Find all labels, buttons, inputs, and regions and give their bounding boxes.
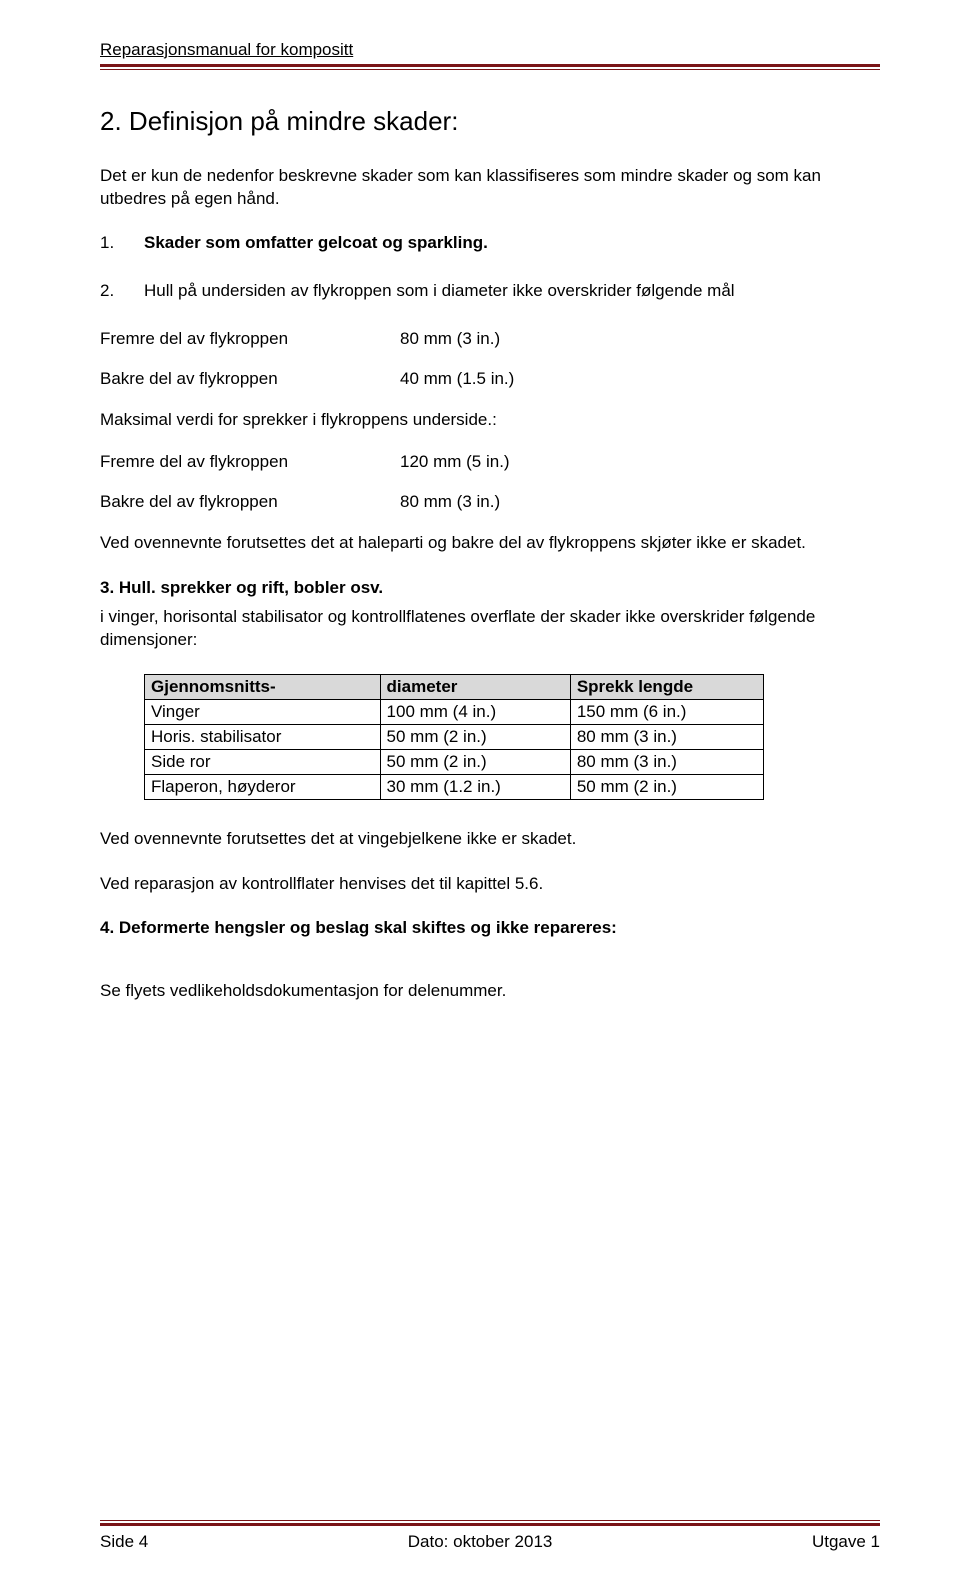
table-cell: Side ror (145, 749, 381, 774)
spec-row: Bakre del av flykroppen 80 mm (3 in.) (100, 492, 880, 512)
item-3-title: 3. Hull. sprekker og rift, bobler osv. (100, 577, 880, 600)
spec-value: 80 mm (3 in.) (400, 492, 500, 512)
table-cell: 50 mm (2 in.) (570, 774, 763, 799)
table-cell: 50 mm (2 in.) (380, 749, 570, 774)
item-text: Hull på undersiden av flykroppen som i d… (144, 281, 735, 301)
spec-value: 80 mm (3 in.) (400, 329, 500, 349)
table-cell: Flaperon, høyderor (145, 774, 381, 799)
table-row: Side ror 50 mm (2 in.) 80 mm (3 in.) (145, 749, 764, 774)
section-title-text: Definisjon på mindre skader: (129, 106, 459, 136)
page-footer: Side 4 Dato: oktober 2013 Utgave 1 (100, 1520, 880, 1552)
list-item-2: 2. Hull på undersiden av flykroppen som … (100, 281, 880, 301)
note-paragraph: Ved ovennevnte forutsettes det at halepa… (100, 532, 880, 555)
table-header-row: Gjennomsnitts- diameter Sprekk lengde (145, 674, 764, 699)
spec-row: Fremre del av flykroppen 80 mm (3 in.) (100, 329, 880, 349)
spec-label: Bakre del av flykroppen (100, 492, 400, 512)
table-cell: 80 mm (3 in.) (570, 749, 763, 774)
post-note-1: Ved ovennevnte forutsettes det at vingeb… (100, 828, 880, 851)
table-cell: 100 mm (4 in.) (380, 699, 570, 724)
table-cell: 50 mm (2 in.) (380, 724, 570, 749)
table-cell: 80 mm (3 in.) (570, 724, 763, 749)
footer-rule (100, 1520, 880, 1526)
page-header: Reparasjonsmanual for kompositt (100, 40, 880, 70)
spec-row: Bakre del av flykroppen 40 mm (1.5 in.) (100, 369, 880, 389)
footer-date: Dato: oktober 2013 (408, 1532, 553, 1552)
spec-label: Fremre del av flykroppen (100, 452, 400, 472)
item-text: Skader som omfatter gelcoat og sparkling… (144, 233, 488, 253)
mid-paragraph: Maksimal verdi for sprekker i flykroppen… (100, 409, 880, 432)
spec-value: 120 mm (5 in.) (400, 452, 510, 472)
table-row: Flaperon, høyderor 30 mm (1.2 in.) 50 mm… (145, 774, 764, 799)
item-4: 4. Deformerte hengsler og beslag skal sk… (100, 917, 880, 940)
item-number: 1. (100, 233, 144, 253)
spec-row: Fremre del av flykroppen 120 mm (5 in.) (100, 452, 880, 472)
header-title: Reparasjonsmanual for kompositt (100, 40, 880, 60)
table-row: Vinger 100 mm (4 in.) 150 mm (6 in.) (145, 699, 764, 724)
footer-row: Side 4 Dato: oktober 2013 Utgave 1 (100, 1532, 880, 1552)
list-item-1: 1. Skader som omfatter gelcoat og sparkl… (100, 233, 880, 253)
spec-label: Fremre del av flykroppen (100, 329, 400, 349)
footer-edition: Utgave 1 (812, 1532, 880, 1552)
footer-page: Side 4 (100, 1532, 148, 1552)
table-cell: 30 mm (1.2 in.) (380, 774, 570, 799)
table-cell: Vinger (145, 699, 381, 724)
damage-table: Gjennomsnitts- diameter Sprekk lengde Vi… (144, 674, 764, 800)
spec-value: 40 mm (1.5 in.) (400, 369, 514, 389)
item-number: 2. (100, 281, 144, 301)
post-note-3: Se flyets vedlikeholdsdokumentasjon for … (100, 980, 880, 1003)
post-note-2: Ved reparasjon av kontrollflater henvise… (100, 873, 880, 896)
intro-paragraph: Det er kun de nedenfor beskrevne skader … (100, 165, 880, 211)
section-number: 2. (100, 106, 122, 136)
table-row: Horis. stabilisator 50 mm (2 in.) 80 mm … (145, 724, 764, 749)
spec-label: Bakre del av flykroppen (100, 369, 400, 389)
table-header: Sprekk lengde (570, 674, 763, 699)
table-cell: 150 mm (6 in.) (570, 699, 763, 724)
section-heading: 2. Definisjon på mindre skader: (100, 106, 880, 137)
table-cell: Horis. stabilisator (145, 724, 381, 749)
table-header: diameter (380, 674, 570, 699)
table-header: Gjennomsnitts- (145, 674, 381, 699)
header-rule (100, 64, 880, 70)
item-3-body: i vinger, horisontal stabilisator og kon… (100, 606, 880, 652)
